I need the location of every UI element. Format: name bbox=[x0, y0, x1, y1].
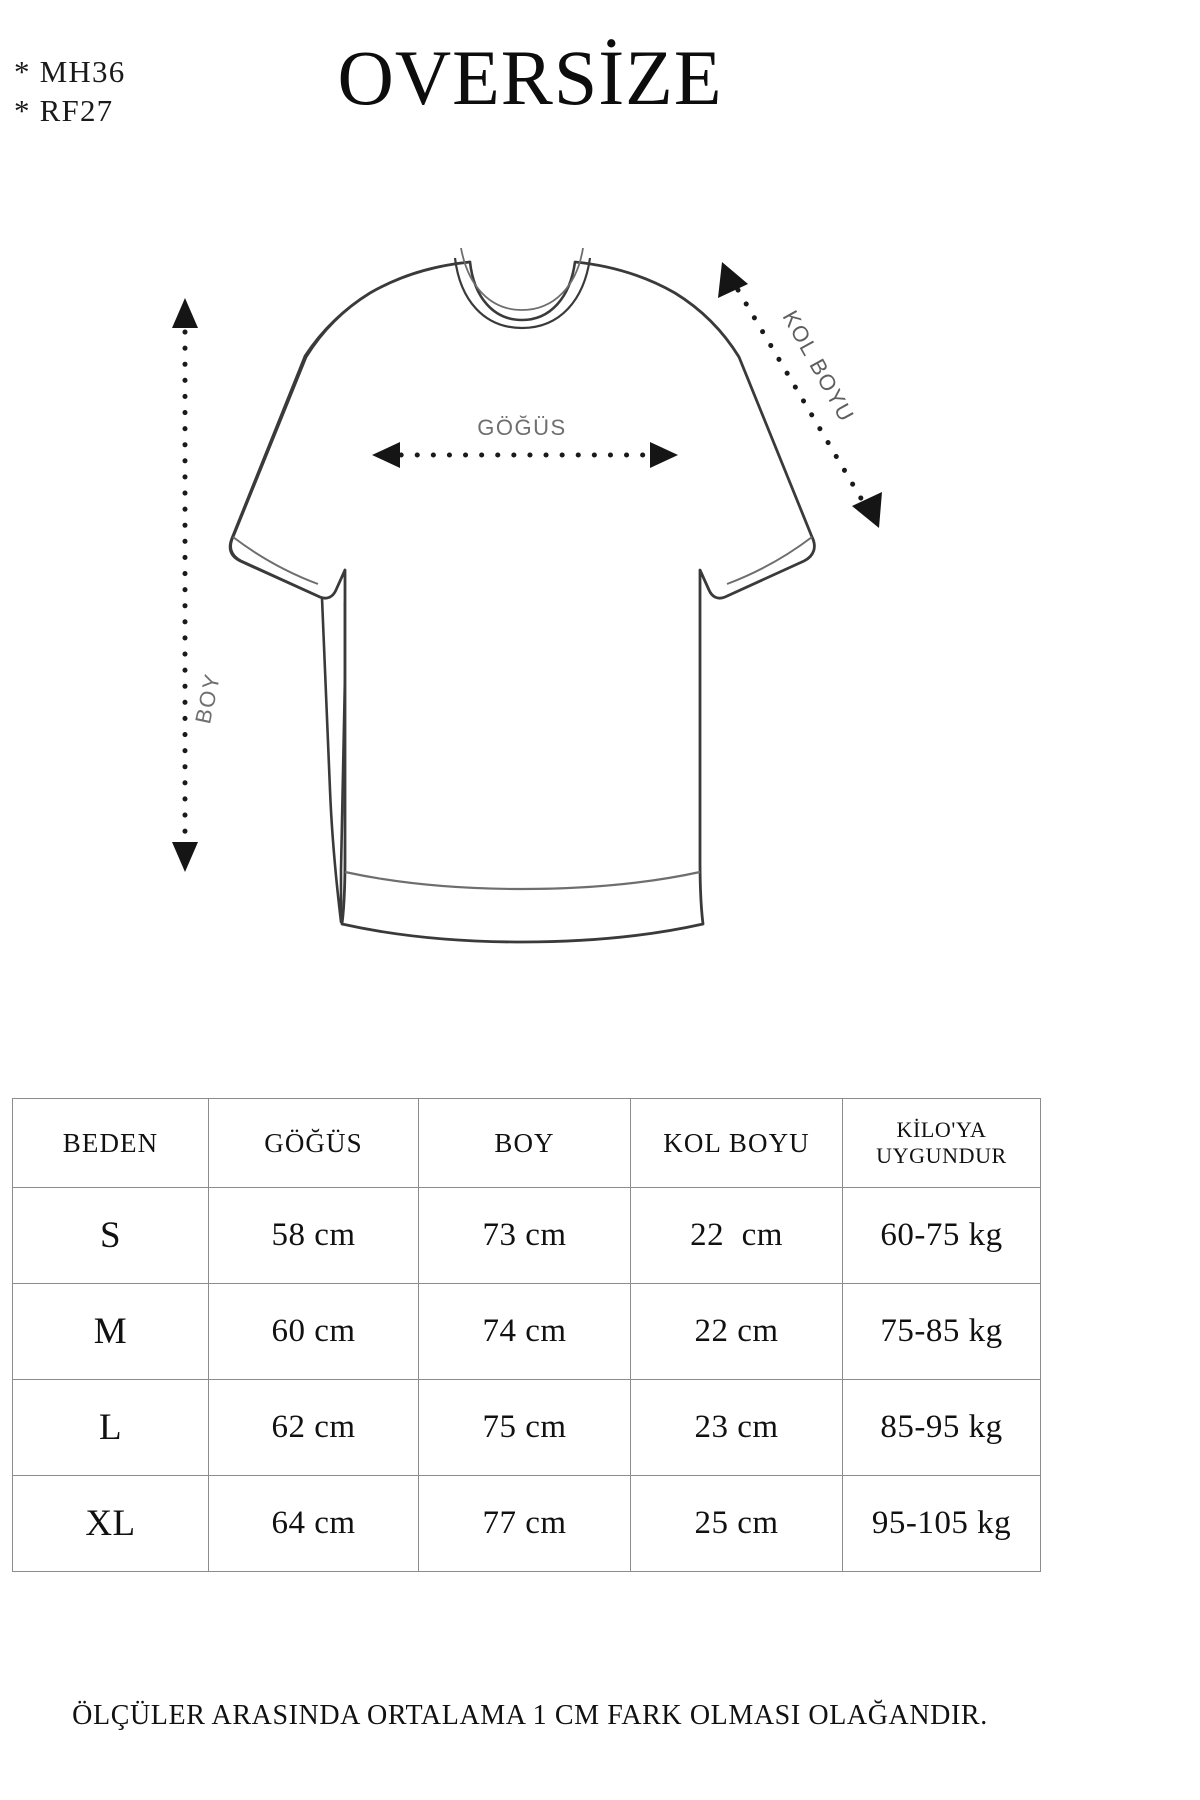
length-measure-arrow bbox=[172, 298, 198, 872]
product-code-2: * RF27 bbox=[14, 93, 114, 128]
cell-beden: S bbox=[12, 1187, 209, 1284]
cell-beden: L bbox=[12, 1379, 209, 1476]
table-row: M 60 cm 74 cm 22 cm 75-85 kg bbox=[12, 1283, 1041, 1380]
cell-kilo: 95-105 kg bbox=[842, 1475, 1041, 1572]
size-table-body: S 58 cm 73 cm 22 cm 60-75 kg M 60 cm 74 … bbox=[12, 1187, 1041, 1572]
size-table: BEDEN GÖĞÜS BOY KOL BOYU KİLO'YA UYGUNDU… bbox=[12, 1098, 1041, 1572]
tshirt-diagram: GÖĞÜS BOY KOL BOYU bbox=[0, 180, 1060, 980]
cell-boy: 74 cm bbox=[418, 1283, 631, 1380]
tshirt-silhouette bbox=[229, 260, 816, 944]
table-row: S 58 cm 73 cm 22 cm 60-75 kg bbox=[12, 1187, 1041, 1284]
size-table-container: BEDEN GÖĞÜS BOY KOL BOYU KİLO'YA UYGUNDU… bbox=[12, 1098, 1041, 1572]
cell-boy: 73 cm bbox=[418, 1187, 631, 1284]
bottom-hem bbox=[344, 870, 701, 891]
table-row: L 62 cm 75 cm 23 cm 85-95 kg bbox=[12, 1379, 1041, 1476]
table-row: XL 64 cm 77 cm 25 cm 95-105 kg bbox=[12, 1475, 1041, 1572]
cell-kilo: 60-75 kg bbox=[842, 1187, 1041, 1284]
length-label: BOY bbox=[190, 671, 225, 726]
header-kilo-line2: UYGUNDUR bbox=[876, 1143, 1007, 1168]
product-code-1: * MH36 bbox=[14, 54, 126, 89]
cell-kilo: 75-85 kg bbox=[842, 1283, 1041, 1380]
sleeve-measure-arrow bbox=[718, 262, 882, 528]
size-table-head: BEDEN GÖĞÜS BOY KOL BOYU KİLO'YA UYGUNDU… bbox=[12, 1098, 1041, 1188]
cell-gogus: 58 cm bbox=[208, 1187, 419, 1284]
cell-boy: 77 cm bbox=[418, 1475, 631, 1572]
header-beden: BEDEN bbox=[12, 1098, 209, 1188]
cell-beden: XL bbox=[12, 1475, 209, 1572]
sleeve-hem-left bbox=[232, 536, 319, 585]
header-gogus: GÖĞÜS bbox=[208, 1098, 419, 1188]
measurement-tolerance-note: ÖLÇÜLER ARASINDA ORTALAMA 1 CM FARK OLMA… bbox=[72, 1700, 988, 1731]
cell-kol: 25 cm bbox=[630, 1475, 843, 1572]
chest-measure-arrow bbox=[372, 442, 678, 468]
header-kilo-uygundur: KİLO'YA UYGUNDUR bbox=[842, 1098, 1041, 1188]
page-header: * MH36 * RF27 OVERSİZE bbox=[0, 0, 1200, 180]
header-boy: BOY bbox=[418, 1098, 631, 1188]
cell-gogus: 62 cm bbox=[208, 1379, 419, 1476]
header-kilo-line1: KİLO'YA bbox=[896, 1117, 987, 1142]
cell-gogus: 64 cm bbox=[208, 1475, 419, 1572]
table-header-row: BEDEN GÖĞÜS BOY KOL BOYU KİLO'YA UYGUNDU… bbox=[12, 1098, 1041, 1188]
cell-gogus: 60 cm bbox=[208, 1283, 419, 1380]
tshirt-collar-rib-2 bbox=[460, 247, 584, 311]
cell-kilo: 85-95 kg bbox=[842, 1379, 1041, 1476]
cell-kol: 23 cm bbox=[630, 1379, 843, 1476]
header-kol-boyu: KOL BOYU bbox=[630, 1098, 843, 1188]
cell-beden: M bbox=[12, 1283, 209, 1380]
sleeve-hem-right bbox=[726, 536, 813, 585]
cell-kol: 22 cm bbox=[630, 1187, 843, 1284]
chest-label: GÖĞÜS bbox=[477, 415, 566, 440]
tshirt-neckline bbox=[468, 261, 577, 322]
sleeve-label: KOL BOYU bbox=[778, 306, 860, 426]
cell-kol: 22 cm bbox=[630, 1283, 843, 1380]
cell-boy: 75 cm bbox=[418, 1379, 631, 1476]
tshirt-collar-rib bbox=[453, 257, 592, 330]
page-title: OVERSİZE bbox=[337, 34, 723, 121]
product-codes: * MH36 * RF27 bbox=[14, 52, 125, 130]
